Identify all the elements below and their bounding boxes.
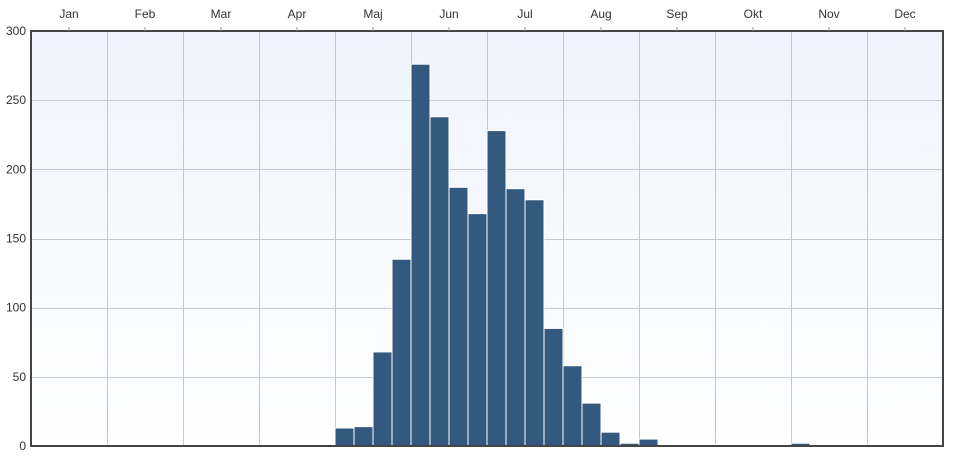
- histogram-bar: [600, 431, 621, 447]
- histogram-bar: [524, 199, 545, 447]
- y-tick-label: 50: [13, 370, 27, 384]
- histogram-bar: [467, 213, 488, 447]
- x-tick-label: Dec: [894, 7, 915, 21]
- histogram-bar: [353, 426, 374, 447]
- histogram-bar: [429, 116, 450, 447]
- bar-series: [334, 63, 811, 447]
- x-tick-label: Nov: [818, 7, 839, 21]
- y-tick-label: 0: [19, 439, 26, 453]
- histogram-bar: [410, 63, 431, 447]
- y-tick-label: 100: [6, 301, 26, 315]
- histogram-bar: [505, 188, 526, 447]
- plot-border: [30, 30, 944, 447]
- x-tick-label: Jun: [439, 7, 458, 21]
- x-tick-label: Feb: [135, 7, 156, 21]
- x-tick-label: Sep: [666, 7, 688, 21]
- x-tick-label: Aug: [590, 7, 611, 21]
- y-tick-label: 300: [6, 24, 26, 38]
- x-tick-label: Maj: [363, 7, 382, 21]
- x-tick-label: Jan: [59, 7, 78, 21]
- histogram-bar: [334, 427, 355, 447]
- x-tick-label: Okt: [744, 7, 763, 21]
- histogram-bar: [391, 258, 412, 447]
- x-axis-labels: Jan Feb Mar Apr Maj Jun Jul Aug Sep Okt Nov Dec: [59, 7, 916, 31]
- histogram-bar: [543, 327, 564, 447]
- y-tick-label: 250: [6, 93, 26, 107]
- x-tick-label: Mar: [211, 7, 232, 21]
- histogram-bar: [372, 351, 393, 447]
- x-tick-label: Apr: [288, 7, 307, 21]
- y-tick-label: 200: [6, 162, 26, 176]
- histogram-bar: [562, 365, 583, 447]
- histogram-bar: [486, 130, 507, 447]
- histogram-bar: [581, 402, 602, 447]
- histogram-bar: [638, 438, 659, 447]
- x-tick-label: Jul: [517, 7, 532, 21]
- histogram-bar: [448, 186, 469, 447]
- y-axis-labels: 0 50 100 150 200 250 300: [6, 24, 26, 453]
- y-tick-label: 150: [6, 232, 26, 246]
